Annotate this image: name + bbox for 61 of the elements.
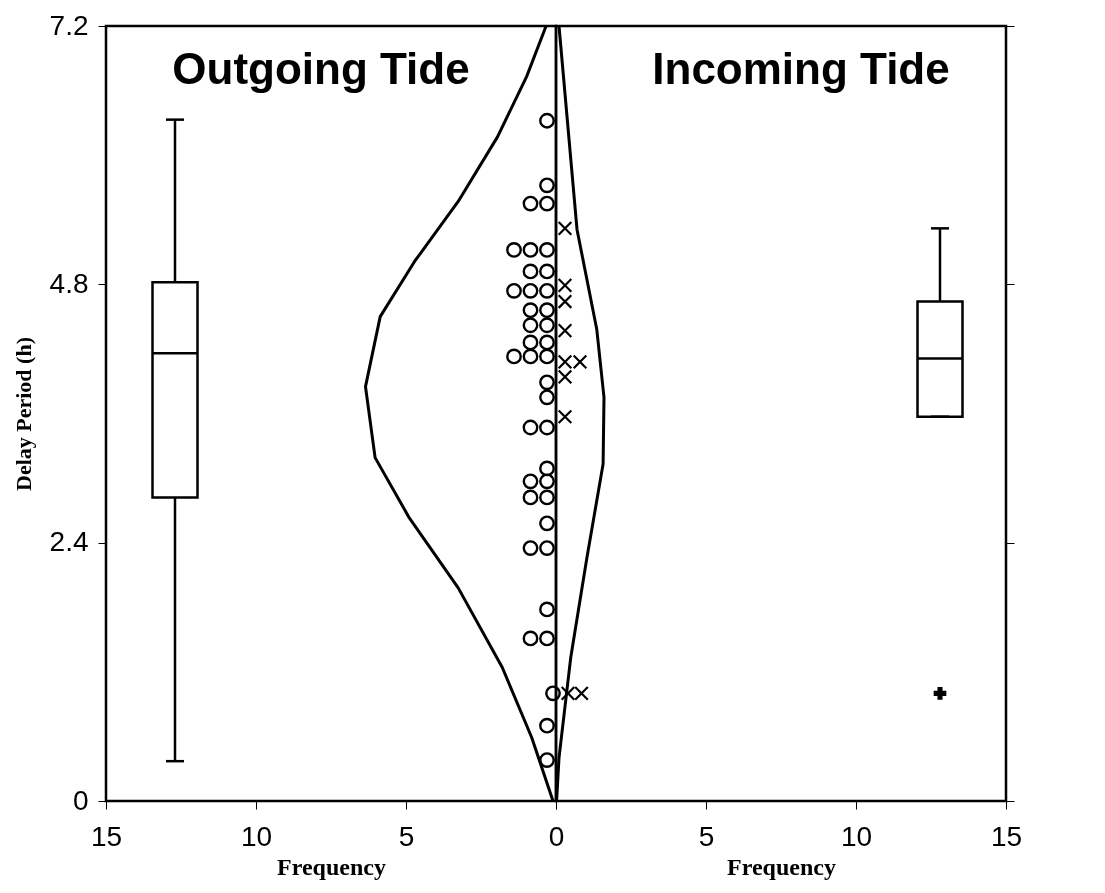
- point: [522, 282, 539, 299]
- x-tick-label: 5: [398, 820, 415, 852]
- point: [539, 752, 555, 768]
- point: [539, 389, 555, 406]
- point: [539, 317, 555, 334]
- point: [539, 601, 555, 618]
- point: [539, 282, 555, 299]
- point: [522, 334, 539, 351]
- y-tick-label: 4.8: [49, 267, 89, 299]
- point: [557, 369, 573, 385]
- x-tick-label: 5: [698, 820, 715, 852]
- point: [539, 419, 555, 436]
- y-tick-label: 7.2: [49, 9, 89, 41]
- point: [539, 630, 555, 647]
- point: [522, 263, 539, 280]
- point: [539, 473, 555, 490]
- point: [539, 374, 555, 391]
- point: [522, 540, 539, 556]
- x-tick-label: 0: [548, 820, 565, 852]
- point: [545, 685, 561, 702]
- point: [539, 334, 555, 351]
- point: [539, 717, 555, 734]
- point: [522, 302, 539, 319]
- point: [557, 294, 573, 309]
- point: [522, 241, 539, 258]
- point: [522, 317, 539, 334]
- x-tick-label: 15: [90, 820, 123, 852]
- point: [539, 302, 555, 319]
- point: [539, 489, 555, 506]
- x-axis-title: Frequency: [727, 853, 836, 880]
- point: [557, 220, 573, 236]
- point: [539, 177, 555, 194]
- y-axis-title: Delay Period (h): [10, 337, 36, 491]
- point: [522, 630, 539, 647]
- point: [539, 112, 555, 129]
- point: [557, 277, 573, 293]
- x-tick-label: 15: [990, 820, 1023, 852]
- x-tick-label: 10: [240, 820, 273, 852]
- point: [522, 489, 539, 506]
- chart-title: Incoming Tide: [652, 44, 950, 93]
- point: [557, 323, 573, 339]
- point: [539, 515, 555, 532]
- point: [522, 348, 539, 365]
- point: [539, 195, 555, 212]
- point: [522, 419, 539, 436]
- point: [506, 241, 522, 258]
- point: [539, 460, 555, 477]
- point: [539, 241, 555, 258]
- x-tick-label: 10: [840, 820, 873, 852]
- point: [506, 282, 522, 299]
- y-tick-label: 0: [72, 784, 89, 816]
- point: [539, 540, 555, 556]
- chart-title: Outgoing Tide: [172, 44, 470, 93]
- point: [539, 348, 555, 365]
- point: [506, 348, 522, 365]
- point: [522, 195, 539, 212]
- point: [539, 263, 555, 280]
- y-tick-label: 2.4: [49, 526, 89, 558]
- point: [522, 473, 539, 490]
- point: [557, 409, 573, 425]
- x-axis-title: Frequency: [277, 853, 386, 880]
